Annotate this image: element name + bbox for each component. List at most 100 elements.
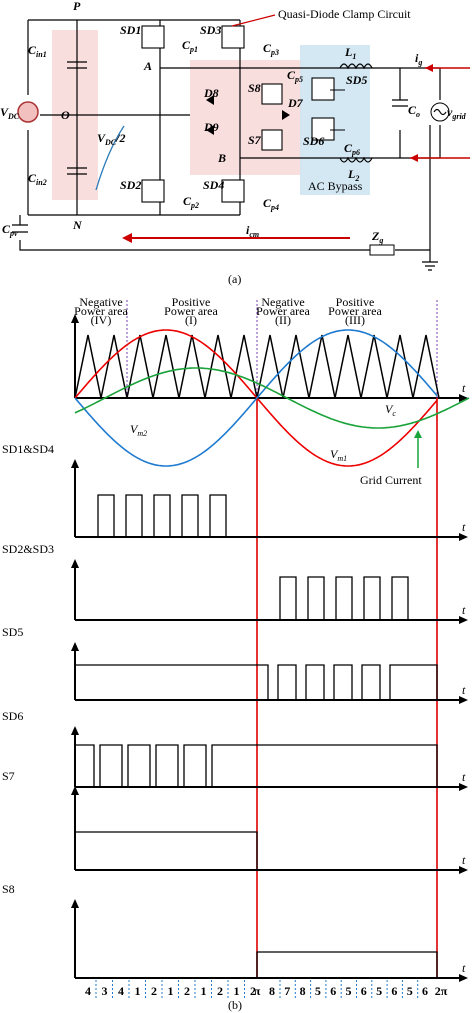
circuit-label-sub: cm: [249, 230, 259, 239]
sector-number: 1: [135, 984, 141, 998]
grid-current: [74, 367, 470, 429]
sector-number: 1: [168, 984, 174, 998]
axis-t: t: [462, 520, 466, 534]
arrow: [459, 533, 468, 541]
arrow: [459, 394, 468, 402]
arrow: [71, 786, 79, 795]
sector-number: 1: [201, 984, 207, 998]
circuit-label: ig: [415, 51, 422, 67]
circuit-label-main: C: [263, 196, 272, 210]
circuit-label-main: C: [183, 194, 192, 208]
circuit-label: Cp4: [263, 196, 279, 212]
circuit-label-sub: g: [417, 58, 422, 67]
sector-number: 1: [234, 984, 240, 998]
circuit-label: vgrid: [447, 105, 467, 121]
circuit-label: Cin2: [28, 171, 47, 187]
circuit-label-main: N: [72, 218, 83, 232]
circuit-label-sub: in1: [36, 50, 47, 59]
circuit-label: SD2: [120, 178, 141, 192]
axis-t: t: [462, 381, 466, 395]
power-area: (II): [275, 313, 291, 327]
circuit-label-sub: p6: [351, 148, 360, 157]
sector-number: 4: [118, 984, 124, 998]
gate-signal: [75, 576, 437, 621]
circuit-label-main: S7: [248, 133, 262, 147]
gate-signal: [75, 744, 438, 788]
circuit-label-main: Z: [371, 229, 380, 243]
circuit-shapes: [12, 14, 470, 271]
gate-signal: [75, 831, 258, 870]
circuit-label-main: C: [287, 68, 296, 82]
circuit-label: S8: [248, 81, 261, 95]
power-area: Power area: [74, 304, 128, 318]
sector-number: 2: [217, 984, 223, 998]
sector-number: 2: [184, 984, 190, 998]
arrow: [459, 696, 468, 704]
circuit-label: SD3: [200, 23, 221, 37]
sector-number: 8: [269, 984, 275, 998]
sector-number: 6: [391, 984, 397, 998]
circuit-label-sub: p4: [270, 203, 279, 212]
axis-t: t: [462, 603, 466, 617]
curve-label-sub: m1: [337, 454, 347, 463]
power-area: Power area: [164, 304, 218, 318]
circuit-label: Zg: [371, 229, 383, 245]
circuit-label-main: S8: [248, 81, 261, 95]
curve-label: Vm2: [130, 422, 147, 438]
circuit-label: SD5: [346, 73, 367, 87]
circuit-label: VDC/2: [97, 131, 125, 147]
circuit-label: B: [217, 151, 226, 165]
circuit-label-sub: 1: [352, 52, 356, 61]
circuit-label-sub: g: [378, 236, 383, 245]
circuit-label-sub: DC: [7, 112, 20, 121]
circuit-label-main: L: [347, 167, 355, 181]
circuit-label-sub: in2: [36, 178, 47, 187]
circuit-label-main: C: [408, 103, 417, 117]
circuit-label-main: C: [2, 222, 11, 236]
circuit-label-main: SD5: [346, 73, 367, 87]
clamp-title: Quasi-Diode Clamp Circuit: [278, 7, 411, 21]
power-area: Positive: [172, 295, 211, 309]
sector-number: 4: [85, 984, 91, 998]
arrow: [414, 430, 422, 438]
circuit-label: Cp2: [183, 194, 199, 210]
caption: (b): [228, 998, 242, 1012]
arrow: [71, 899, 79, 908]
curve-label: Grid Current: [360, 473, 422, 487]
modulation-m2: [74, 329, 438, 467]
circuit-label-sub: 2: [354, 174, 359, 183]
circuit-label-main: SD1: [120, 23, 141, 37]
circuit-label: Cp5: [287, 68, 303, 84]
arrow: [459, 866, 468, 874]
circuit-label: S7: [248, 133, 262, 147]
circuit-label-main: i: [415, 51, 419, 65]
circuit-label-main: SD6: [303, 134, 324, 148]
circuit-label-main: V: [0, 105, 9, 119]
curve-label: Vm1: [330, 447, 347, 463]
signal-name: SD1&SD4: [2, 442, 54, 456]
circuit-label-main: SD2: [120, 178, 141, 192]
circuit-label: D7: [287, 96, 304, 110]
circuit-label: SD6: [303, 134, 324, 148]
arrow: [71, 642, 79, 651]
arrow: [459, 783, 468, 791]
circuit-label-main: D7: [287, 96, 304, 110]
power-area: (IV): [91, 313, 112, 327]
circuit-label: Cp6: [344, 141, 360, 157]
gate-signal: [75, 494, 437, 538]
power-area: Power area: [256, 304, 310, 318]
sector-number: π: [254, 984, 261, 998]
circuit-label: Cp1: [182, 38, 198, 54]
circuit-label: SD1: [120, 23, 141, 37]
sector-number: 5: [376, 984, 382, 998]
power-area: (I): [185, 313, 197, 327]
circuit-label-main: C: [28, 43, 37, 57]
circuit-label: icm: [246, 223, 259, 239]
sector-number: 8: [300, 984, 306, 998]
arrow: [71, 726, 79, 735]
sector-number: 2: [151, 984, 157, 998]
power-area: Negative: [261, 295, 304, 309]
gate-signal: [256, 951, 438, 978]
circuit-label-sub: DC: [104, 138, 117, 147]
